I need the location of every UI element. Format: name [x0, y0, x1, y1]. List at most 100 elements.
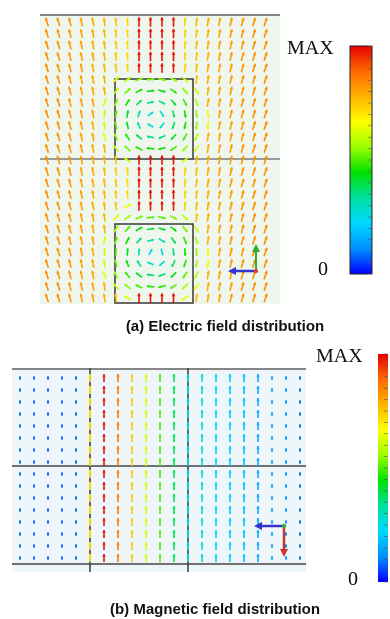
field-arrow: [183, 201, 187, 211]
field-arrow: [102, 458, 106, 466]
field-arrow: [242, 410, 246, 418]
field-arrow: [124, 133, 131, 141]
field-arrow: [263, 63, 268, 73]
field-arrow: [242, 554, 246, 562]
field-arrow: [217, 86, 222, 96]
field-arrow: [116, 530, 120, 538]
field-arrow: [298, 484, 302, 488]
field-arrow: [56, 270, 61, 280]
field-arrow: [90, 259, 95, 268]
field-arrow: [88, 530, 92, 538]
field-arrow: [228, 434, 232, 442]
field-arrow: [158, 100, 166, 105]
field-arrow: [60, 472, 64, 476]
field-arrow: [181, 214, 189, 221]
field-arrow: [217, 178, 222, 188]
field-arrow: [148, 178, 153, 188]
field-arrow: [240, 236, 245, 245]
field-arrow: [74, 496, 78, 500]
field-arrow: [206, 29, 211, 38]
field-arrow: [214, 482, 218, 490]
field-arrow: [148, 28, 153, 39]
field-arrow: [228, 518, 232, 526]
field-arrow: [123, 203, 132, 209]
field-arrow: [56, 75, 61, 84]
field-arrow: [102, 236, 107, 245]
field-arrow: [263, 40, 268, 50]
field-arrow: [229, 109, 234, 119]
field-arrow: [56, 155, 61, 165]
field-arrow: [102, 293, 107, 303]
field-arrow: [74, 448, 78, 452]
field-arrow: [182, 98, 188, 107]
field-arrow: [171, 166, 176, 177]
field-arrow: [74, 424, 78, 428]
field-arrow: [144, 530, 148, 538]
field-arrow: [160, 28, 164, 39]
field-arrow: [32, 376, 36, 380]
field-arrow: [79, 29, 84, 38]
field-arrow: [56, 40, 61, 50]
field-arrow: [160, 248, 164, 256]
field-arrow: [102, 434, 106, 442]
field-arrow: [74, 376, 78, 380]
field-arrow: [183, 29, 187, 38]
field-arrow: [228, 470, 232, 478]
field-arrow: [74, 460, 78, 464]
field-arrow: [32, 508, 36, 512]
field-arrow: [171, 28, 176, 39]
field-arrow: [102, 52, 107, 61]
field-arrow: [144, 398, 148, 406]
field-arrow: [137, 248, 141, 256]
field-arrow: [130, 398, 134, 406]
field-arrow: [56, 52, 61, 61]
field-arrow: [102, 270, 107, 280]
field-arrow: [32, 496, 36, 500]
field-arrow: [18, 520, 22, 524]
field-arrow: [158, 554, 162, 562]
field-arrow: [242, 530, 246, 538]
field-arrow: [157, 77, 167, 82]
field-arrow: [263, 109, 268, 119]
field-arrow: [263, 98, 268, 107]
field-arrow: [206, 75, 211, 84]
field-arrow: [102, 282, 107, 291]
field-arrow: [146, 215, 155, 219]
field-arrow: [79, 247, 84, 257]
field-arrow: [67, 75, 72, 84]
field-arrow: [158, 386, 162, 394]
electric-field-caption: (a) Electric field distribution: [125, 318, 325, 335]
field-arrow: [158, 542, 162, 550]
field-arrow: [169, 77, 178, 82]
field-arrow: [242, 386, 246, 394]
field-arrow: [229, 132, 234, 142]
field-arrow: [251, 86, 257, 96]
field-arrow: [18, 472, 22, 476]
field-arrow: [130, 506, 134, 514]
field-arrow: [298, 472, 302, 476]
field-arrow: [67, 270, 72, 280]
field-arrow: [251, 224, 257, 234]
field-arrow: [112, 282, 120, 291]
field-arrow: [229, 190, 234, 199]
field-arrow: [60, 424, 64, 428]
field-arrow: [251, 282, 257, 291]
field-arrow: [44, 98, 50, 107]
field-arrow: [67, 259, 72, 268]
field-arrow: [240, 29, 245, 38]
field-arrow: [102, 29, 107, 38]
field-arrow: [88, 398, 92, 406]
field-arrow: [147, 123, 154, 128]
field-arrow: [186, 530, 190, 538]
field-arrow: [114, 155, 118, 165]
field-arrow: [240, 109, 245, 119]
field-arrow: [206, 52, 211, 61]
field-arrow: [229, 121, 234, 130]
field-arrow: [148, 155, 153, 165]
field-arrow: [56, 190, 61, 199]
field-arrow: [200, 482, 204, 490]
field-arrow: [242, 542, 246, 550]
field-arrow: [113, 225, 119, 233]
field-arrow: [125, 52, 130, 61]
field-arrow: [158, 410, 162, 418]
